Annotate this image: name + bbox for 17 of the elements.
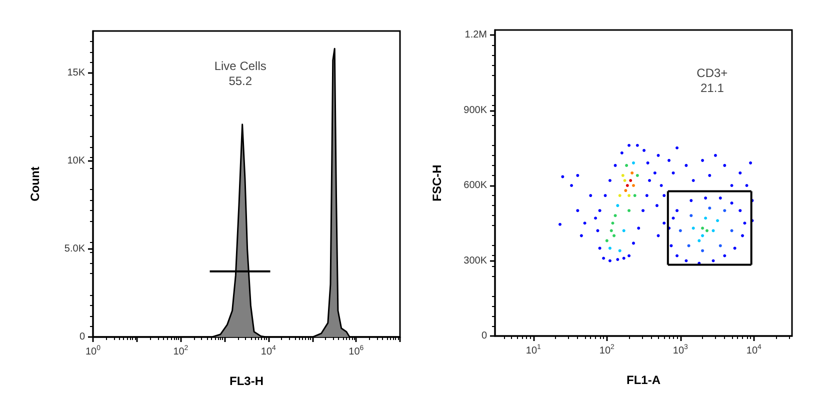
y-tick-label: 15K: [67, 68, 86, 79]
y-tick-label: 10K: [67, 156, 86, 167]
y-tick-label: 600K: [464, 180, 488, 192]
y-axis-title: Count: [28, 166, 42, 202]
x-axis-title: FL3-H: [230, 374, 264, 388]
annotation: 21.1: [700, 80, 724, 95]
y-tick-label: 5.0K: [64, 244, 86, 255]
annotation: Live Cells: [214, 59, 266, 74]
annotation: CD3+: [696, 66, 728, 80]
y-tick-label: 1.2M: [464, 30, 487, 41]
x-axis-title: FL1-A: [626, 373, 661, 387]
y-tick-label: 900K: [464, 104, 488, 116]
y-tick-label: 0: [79, 332, 86, 342]
y-tick-label: 0: [481, 330, 488, 342]
annotation: 55.2: [228, 74, 252, 88]
y-axis-title: FSC-H: [430, 164, 444, 202]
y-tick-label: 300K: [464, 255, 488, 266]
